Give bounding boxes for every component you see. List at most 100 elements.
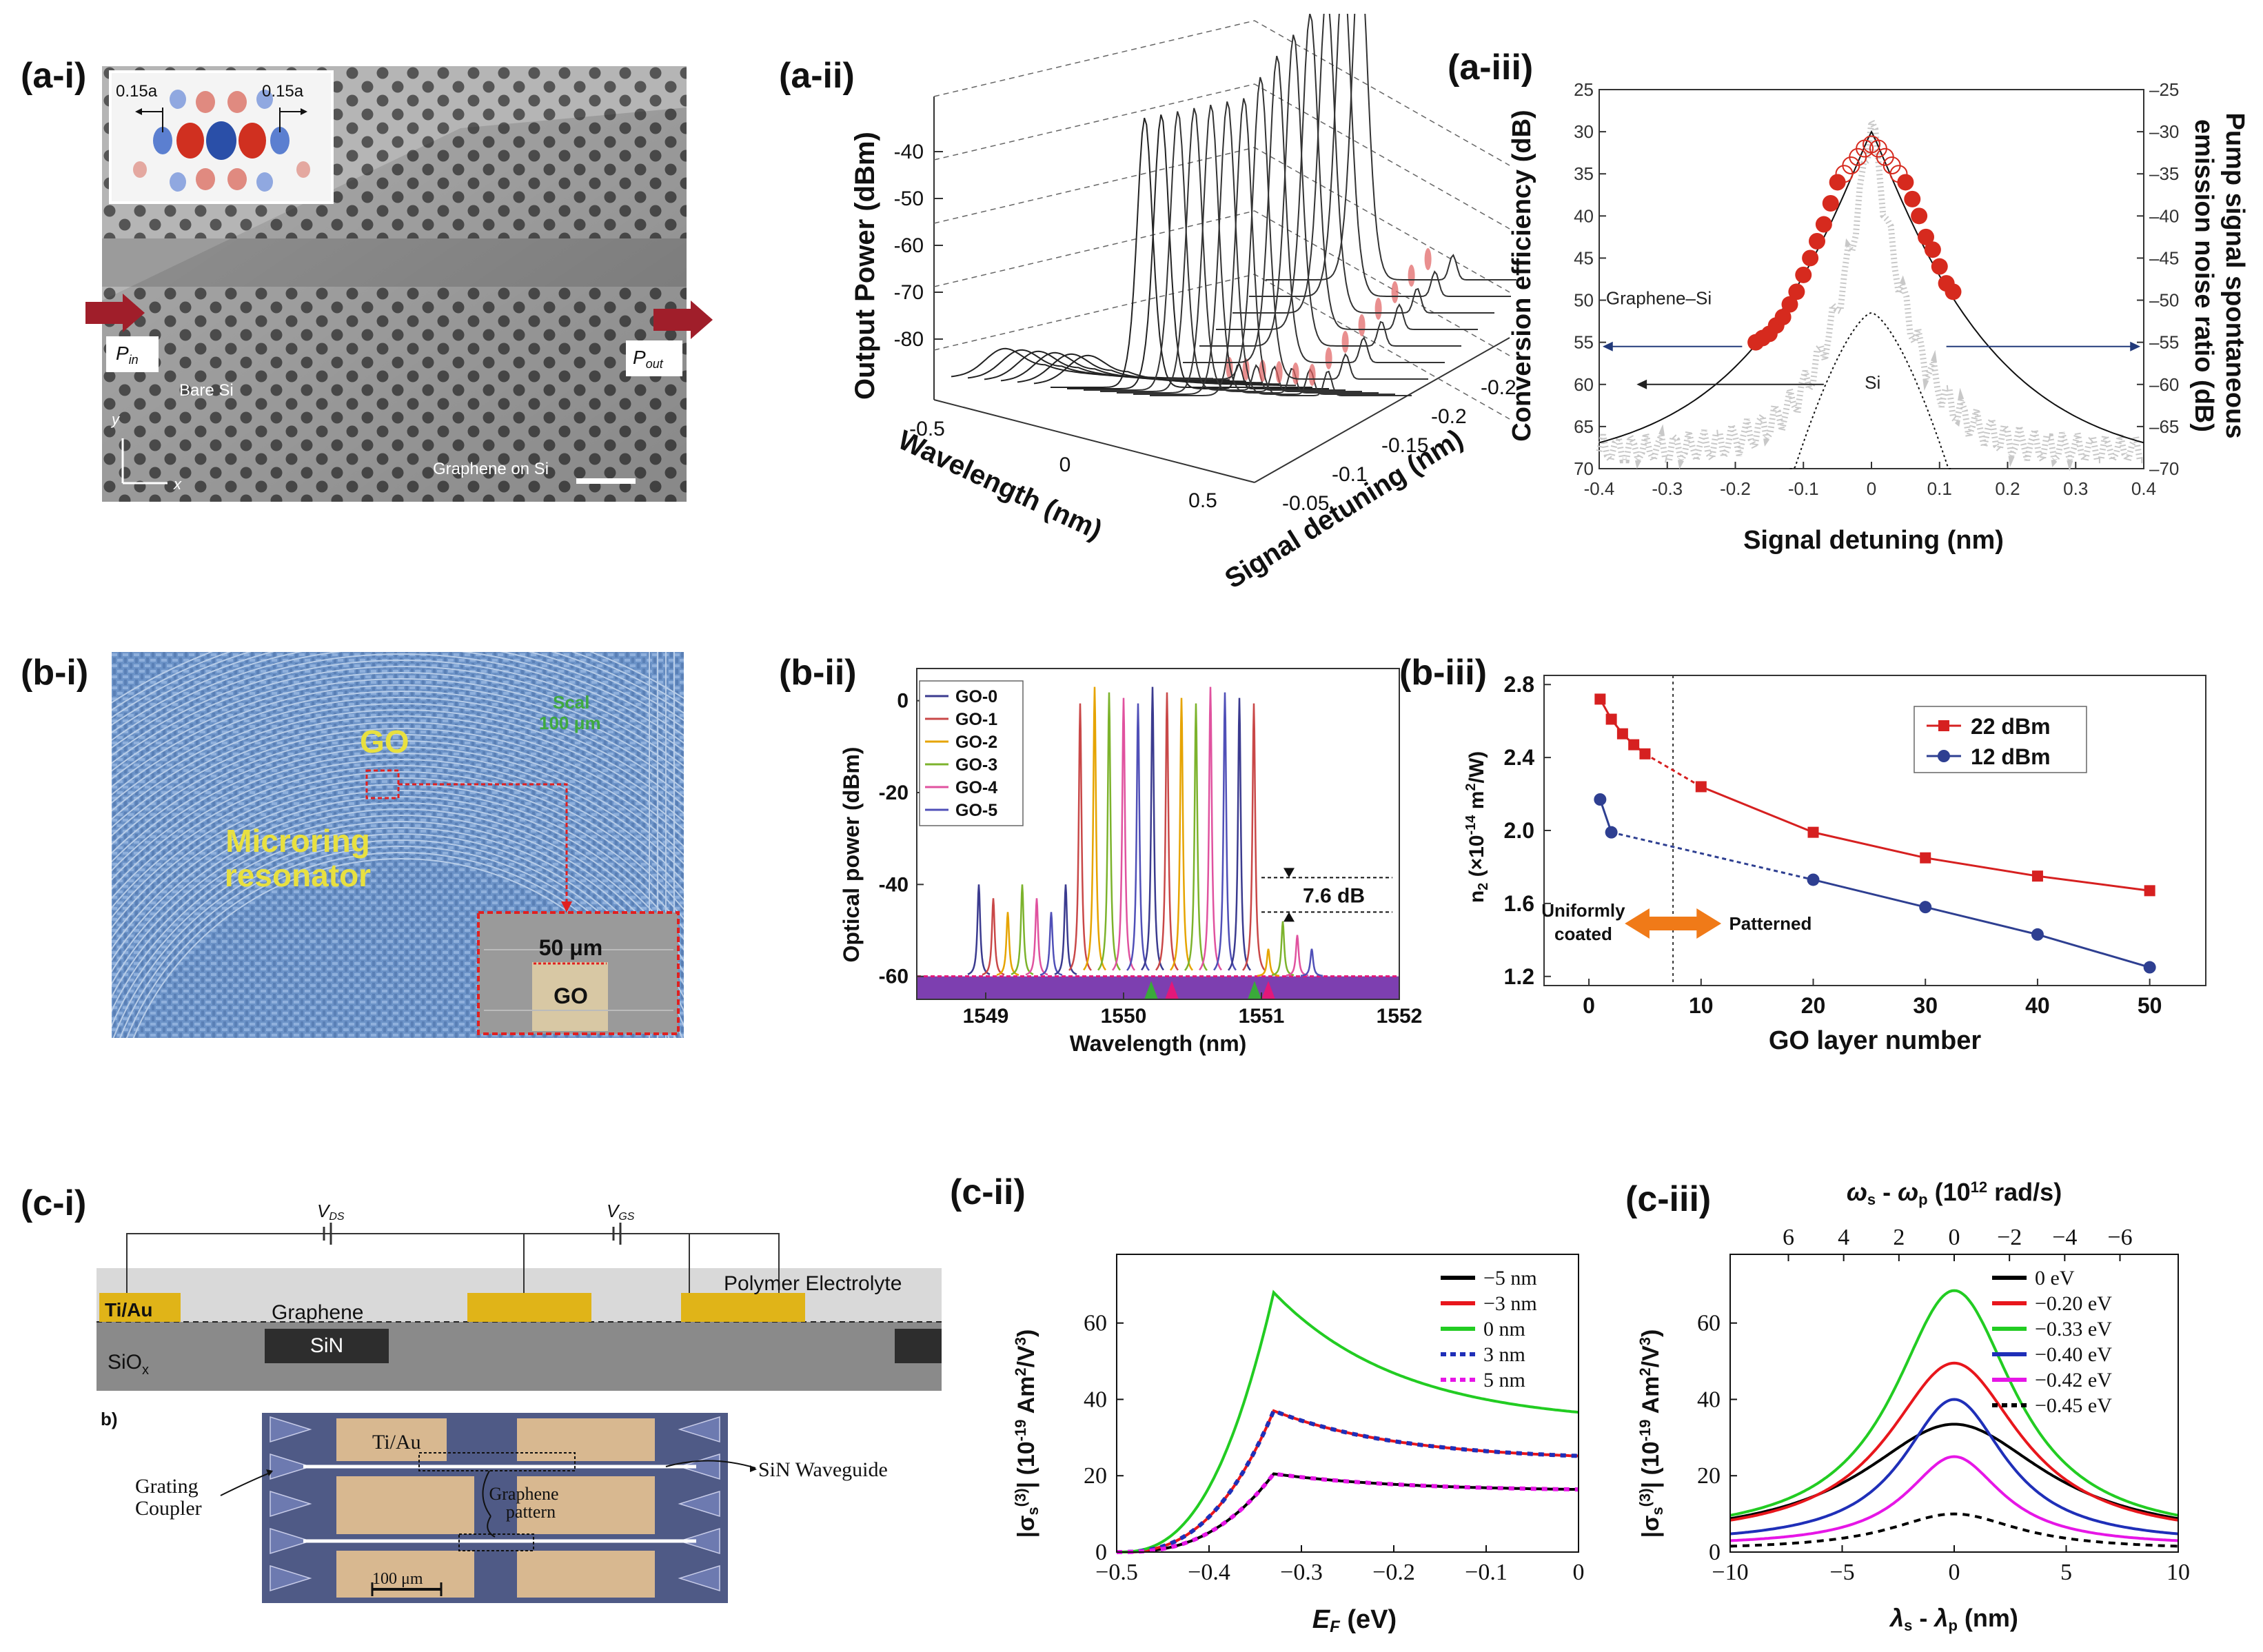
- x-tick-label: −0.2: [1372, 1560, 1415, 1585]
- grating-coupler-left: [270, 1453, 312, 1480]
- y-right-tick-label: –45: [2149, 247, 2179, 268]
- c-i-graphene-label: Graphene: [272, 1301, 363, 1324]
- grating-coupler-right: [678, 1416, 720, 1443]
- spectral-peak: [1300, 948, 1323, 977]
- x-tick-label: 1551: [1239, 1005, 1285, 1028]
- y-tick-label: 45: [1574, 247, 1594, 268]
- x-tick-label: 0: [1573, 1560, 1585, 1585]
- data-point-square: [1605, 713, 1617, 725]
- x-tick-label: -0.5: [909, 418, 945, 440]
- spectral-peak: [1199, 686, 1222, 971]
- idler-peak-highlight: [1374, 298, 1382, 320]
- y-tick-label: 2.4: [1504, 745, 1535, 770]
- graphene-si-arrowhead: [1602, 341, 1613, 351]
- back-gridline: [933, 20, 1510, 166]
- annotation-label: 7.6 dB: [1303, 884, 1365, 907]
- data-point-filled: [1822, 195, 1839, 212]
- y-tick-label: 30: [1574, 121, 1594, 142]
- data-point-open: [1889, 165, 1908, 183]
- y-tick-label: 0: [1709, 1540, 1721, 1565]
- x-tick-label: 0: [1583, 993, 1595, 1018]
- spectral-peak: [1257, 948, 1280, 977]
- a-i-scale-bar: [576, 478, 636, 484]
- a-i-graphene-region: [102, 108, 687, 502]
- legend-label: 12 dBm: [1971, 744, 2051, 769]
- x-tick-label: 1552: [1377, 1005, 1423, 1028]
- x-tick-label: 0.5: [1188, 489, 1217, 512]
- annotation-arrow-up: [1283, 912, 1295, 922]
- x-tick-label: -0.2: [1720, 478, 1751, 499]
- x-top-tick-label: −6: [2107, 1225, 2132, 1250]
- c-i-vgs-label: VGS: [607, 1201, 635, 1223]
- floor-bump-4: [1261, 981, 1275, 999]
- y-tick-label: 0: [897, 690, 909, 713]
- legend-label: GO-5: [955, 801, 997, 820]
- a-iii-x-axis-label: Signal detuning (nm): [1743, 526, 2004, 555]
- data-point-filled: [1924, 241, 1941, 258]
- b-i-inset-go: GO: [554, 983, 588, 1008]
- b-ii-y-axis-label: Optical power (dBm): [839, 747, 864, 963]
- a-i-pout-box: Pout: [626, 340, 682, 376]
- y-tick-label: 60: [1084, 1311, 1107, 1336]
- x-tick-label: 10: [2166, 1560, 2190, 1585]
- annotation-patterned: Patterned: [1729, 913, 1812, 934]
- legend-label: 3 nm: [1483, 1343, 1525, 1366]
- data-point-filled: [1795, 266, 1812, 283]
- spectral-peak: [1112, 697, 1135, 971]
- series-segment: [1925, 906, 2038, 936]
- spectrum-trace: [1150, 98, 1412, 396]
- x-tick-label: 1550: [1101, 1005, 1147, 1028]
- x-top-tick-label: 6: [1783, 1225, 1794, 1250]
- z-tick-label: -50: [894, 187, 924, 210]
- x-tick-label: -0.3: [1652, 478, 1683, 499]
- c-iii-x-axis-label: λs - λp (nm): [1889, 1604, 2018, 1634]
- series-line: [1729, 1289, 2179, 1517]
- grating-coupler-left: [270, 1416, 312, 1443]
- noise-ratio-arrowhead: [2130, 341, 2141, 351]
- data-point-filled: [1945, 283, 1962, 300]
- y-tick-label: 25: [1574, 79, 1594, 100]
- series-line: [1117, 1471, 1579, 1554]
- data-point-filled: [1802, 249, 1819, 267]
- c-i-schematic: VDS VGS Polymer Electrolyte Ti/Au Graphe…: [97, 1201, 942, 1603]
- spectral-peak: [1155, 692, 1179, 971]
- x-top-tick-label: −4: [2052, 1225, 2077, 1250]
- series-line: [1117, 1408, 1579, 1554]
- x-tick-label: −10: [1712, 1560, 1748, 1585]
- legend-label: 22 dBm: [1971, 714, 2051, 739]
- legend-label: −0.33 eV: [2035, 1318, 2112, 1340]
- x-tick-label: −0.5: [1095, 1560, 1138, 1585]
- series-segment: [1813, 879, 1926, 908]
- panel-label-a-iii: (a-iii): [1448, 48, 1534, 88]
- plot-frame: [1116, 1254, 1579, 1553]
- a-ii-y-axis-label: Signal detuning (nm): [1219, 424, 1468, 595]
- data-point-filled: [1815, 216, 1832, 233]
- a-ii-z-axis-label: Output Power (dBm): [850, 132, 880, 400]
- c-i-cross-section: VDS VGS Polymer Electrolyte Ti/Au Graphe…: [97, 1201, 942, 1429]
- x-tick-label: 0: [1059, 453, 1071, 476]
- series-segment: [1925, 857, 2038, 877]
- b-i-inset-scale: 50 μm: [539, 935, 603, 960]
- x-tick-label: 30: [1913, 993, 1938, 1018]
- x-axis-line: [933, 399, 1255, 483]
- b-iii-chart: 0 10 20 30 40 50 1.2 1.6 2.0 2.4 2.8 22 dBm 12 dBm Un…: [1463, 672, 2206, 1055]
- y-tick-label: 60: [1697, 1311, 1721, 1336]
- b-i-svg: 50 μm GO GO Microring resonator Scal 100…: [0, 616, 933, 1652]
- spectrum-trace: [1216, 14, 1478, 330]
- b-iii-y-axis-label: n2 (×10-14 m2/W): [1463, 751, 1491, 903]
- floor-bump-1: [1144, 981, 1158, 999]
- series-line: [1729, 1398, 2179, 1536]
- idler-peak-highlight: [1325, 347, 1332, 369]
- annotation-arrow-down: [1283, 868, 1295, 878]
- a-iii-y-axis-label: Conversion efficiency (dB): [1508, 110, 1536, 441]
- back-gridline: [933, 83, 1510, 230]
- y-tick-label: 35: [1574, 163, 1594, 184]
- a-i-inset-right-label: 0.15a: [262, 82, 304, 101]
- a-iii-chart: -0.4 -0.3 -0.2 -0.1 0 0.1 0.2 0.3 0.4 25 30 35 40 45 5…: [1508, 79, 2249, 555]
- c-i-tiau-label: Ti/Au: [105, 1299, 152, 1320]
- double-arrow: [1625, 908, 1722, 939]
- y-tick-label: 60: [1574, 374, 1594, 395]
- data-point-filled: [1788, 283, 1805, 300]
- c-ii-y-axis-label: |σs(3)| (10-19 Am2/V3): [1012, 1329, 1042, 1538]
